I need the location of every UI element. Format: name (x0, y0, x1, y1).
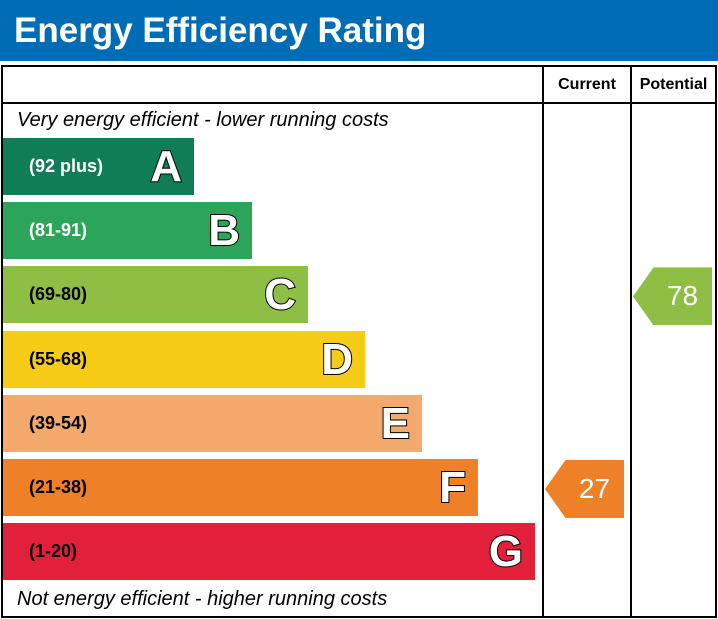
band-a: (92 plus) A (3, 138, 194, 195)
band-range: (1-20) (29, 541, 78, 562)
current-rating-arrow: 27 (545, 460, 624, 518)
band-g: (1-20) G (3, 523, 535, 581)
band-letter: D (320, 334, 354, 385)
potential-header: Potential (639, 76, 708, 93)
column-divider (542, 67, 544, 616)
band-d: (55-68) D (3, 330, 365, 388)
band-letter: A (149, 141, 183, 192)
potential-rating-arrow: 78 (633, 267, 712, 326)
band-c: (69-80) C (3, 266, 308, 324)
potential-rating-value: 78 (666, 280, 699, 312)
rating-table: Current Potential Very energy efficient … (1, 65, 717, 618)
bottom-caption: Not energy efficient - higher running co… (17, 588, 388, 610)
band-f: (21-38) F (3, 459, 478, 516)
band-letter: G (488, 526, 524, 577)
band-letter: F (438, 462, 467, 513)
current-rating-value: 27 (578, 473, 611, 504)
band-range: (55-68) (29, 348, 88, 369)
band-letter: B (207, 205, 241, 256)
band-letter: C (263, 269, 297, 320)
band-letter: E (380, 398, 411, 449)
band-range: (92 plus) (29, 156, 104, 176)
band-range: (21-38) (29, 477, 88, 497)
header-divider (3, 102, 715, 104)
band-e: (39-54) E (3, 394, 422, 452)
band-range: (69-80) (29, 284, 88, 305)
chart-title: Energy Efficiency Rating (0, 0, 718, 61)
band-range: (39-54) (29, 412, 88, 433)
top-caption: Very energy efficient - lower running co… (17, 109, 389, 131)
band-range: (81-91) (29, 220, 88, 241)
column-divider (630, 67, 632, 616)
band-b: (81-91) B (3, 202, 252, 260)
current-header: Current (558, 76, 616, 93)
